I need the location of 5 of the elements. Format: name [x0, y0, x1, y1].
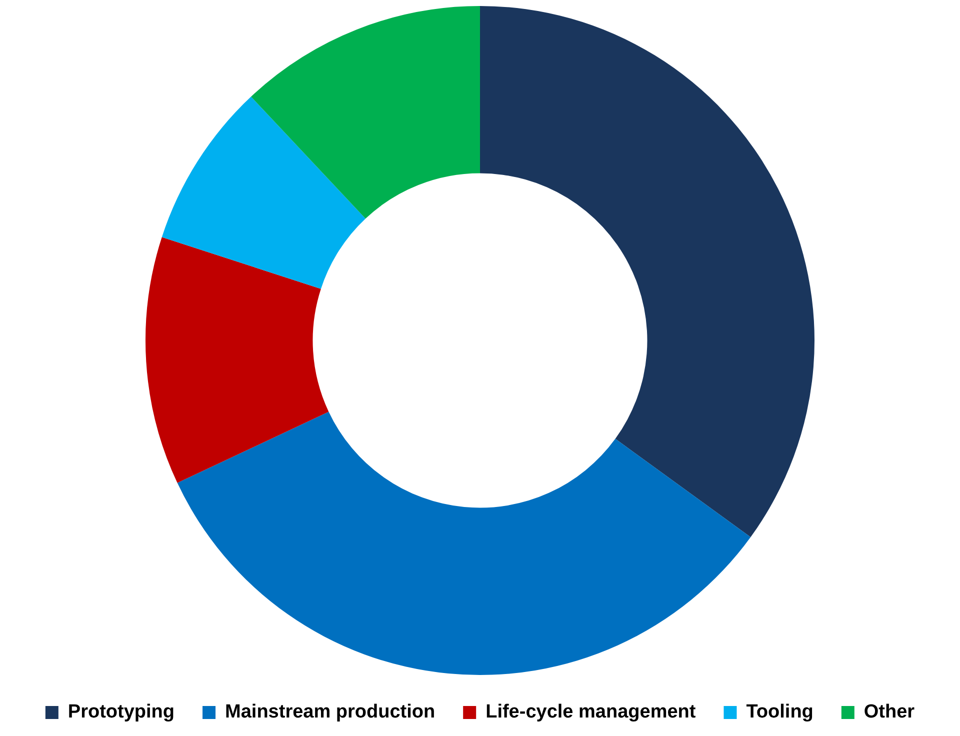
legend-label: Other	[864, 702, 916, 723]
legend-label: Mainstream production	[225, 702, 436, 723]
legend-label: Life-cycle management	[486, 702, 696, 723]
legend-label: Prototyping	[68, 702, 175, 723]
legend-label: Tooling	[746, 702, 814, 723]
